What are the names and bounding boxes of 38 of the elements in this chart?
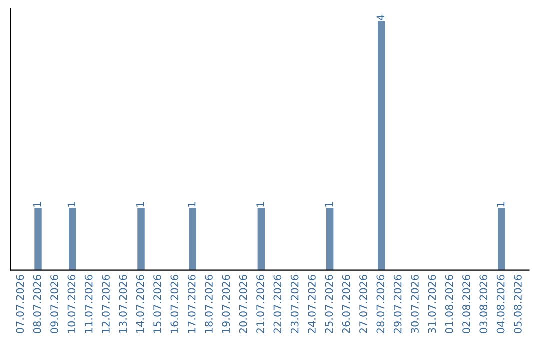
x-tick-label: 15.07.2026: [154, 275, 162, 333]
x-tick-label: 05.08.2026: [514, 275, 522, 334]
data-label: 1: [68, 202, 76, 207]
x-tick-label: 17.07.2026: [188, 275, 196, 333]
x-tick-label: 12.07.2026: [102, 275, 110, 333]
x-tick-label: 01.08.2026: [445, 275, 454, 334]
data-label: 1: [256, 202, 264, 207]
x-tick-label: 27.07.2026: [360, 275, 368, 334]
data-label: 4: [376, 14, 384, 20]
data-label: 1: [136, 202, 144, 207]
x-tick-label: 13.07.2026: [119, 275, 128, 333]
x-tick-label: 22.07.2026: [274, 275, 282, 334]
data-label: 1: [325, 202, 333, 207]
x-tick-label: 04.08.2026: [496, 275, 505, 334]
x-tick-label: 11.07.2026: [84, 275, 93, 333]
x-tick-label: 10.07.2026: [68, 275, 76, 333]
x-tick-label: 14.07.2026: [136, 275, 144, 333]
data-label: 1: [34, 202, 42, 207]
x-tick-label: 02.08.2026: [462, 275, 470, 334]
x-tick-label: 29.07.2026: [394, 275, 402, 334]
x-tick-label: 07.07.2026: [16, 275, 24, 334]
x-tick-label: 23.07.2026: [290, 275, 299, 334]
x-tick-label: 25.07.2026: [325, 275, 334, 334]
data-label: 1: [497, 202, 505, 207]
x-tick-label: 26.07.2026: [342, 275, 350, 334]
x-tick-label: 19.07.2026: [222, 275, 230, 333]
x-tick-label: 28.07.2026: [376, 275, 385, 334]
x-tick-label: 24.07.2026: [308, 275, 316, 334]
x-tick-label: 30.07.2026: [411, 275, 419, 334]
x-tick-label: 16.07.2026: [170, 275, 179, 333]
x-tick-label: 31.07.2026: [428, 275, 436, 334]
data-label: 1: [188, 202, 196, 207]
x-tick-label: 08.07.2026: [33, 275, 42, 334]
x-tick-label: 09.07.2026: [50, 275, 58, 334]
x-tick-label: 03.08.2026: [480, 275, 488, 334]
x-tick-label: 20.07.2026: [239, 275, 248, 334]
x-tick-label: 18.07.2026: [205, 275, 213, 333]
x-tick-label: 21.07.2026: [256, 275, 264, 334]
